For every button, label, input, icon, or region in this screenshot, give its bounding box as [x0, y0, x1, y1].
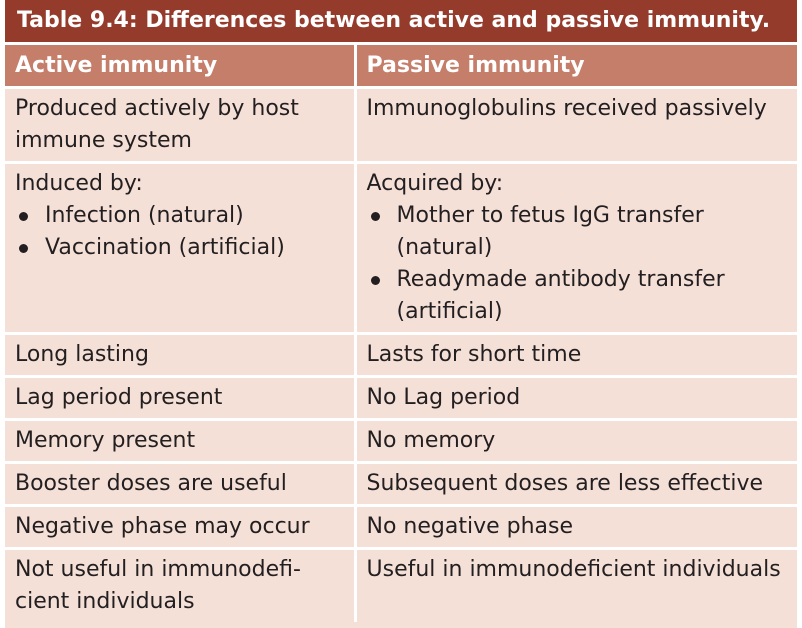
bullet-icon	[19, 244, 28, 253]
header-row: Active immunity Passive immunity	[5, 42, 797, 88]
bullet-icon	[370, 212, 380, 221]
cell-active: Not useful in immunodefi­cient individua…	[5, 547, 357, 622]
header-active-immunity: Active immunity	[5, 42, 357, 88]
list-item-text: Infection (natural)	[45, 203, 244, 228]
table-row: Not useful in immunodefi­cient individua…	[5, 547, 797, 622]
cell-passive: No negative phase	[355, 504, 797, 549]
cell-passive: No Lag period	[355, 375, 797, 420]
cell-passive: Useful in immunodeficient individuals	[355, 547, 797, 622]
table-row: Negative phase may occur No negative pha…	[5, 504, 797, 549]
cell-passive: Subsequent doses are less effective	[355, 461, 797, 506]
caption-text: Differences between active and passive i…	[137, 8, 771, 33]
cell-lead-text: Induced by:	[15, 171, 143, 196]
table-row: Induced by: Infection (natural) Vaccinat…	[5, 161, 797, 334]
header-passive-immunity: Passive immunity	[355, 42, 797, 88]
bullet-icon	[19, 212, 28, 221]
cell-active: Lag period present	[5, 375, 357, 420]
list-item: Mother to fetus IgG transfer (natural)	[367, 200, 788, 264]
list-item: Vaccination (artificial)	[15, 232, 344, 264]
cell-active: Induced by: Infection (natural) Vaccinat…	[5, 161, 357, 334]
cell-lead-text: Acquired by:	[366, 171, 504, 196]
cell-passive: No memory	[355, 418, 797, 463]
bullet-list: Mother to fetus IgG transfer (natural) R…	[367, 200, 788, 328]
caption-label: Table 9.4:	[17, 8, 138, 33]
list-item-text: Readymade antibody transfer (artificial)	[396, 267, 725, 324]
table-row: Lag period present No Lag period	[5, 375, 797, 420]
cell-active: Negative phase may occur	[5, 504, 357, 549]
cell-passive: Lasts for short time	[355, 332, 797, 377]
table-row: Memory present No memory	[5, 418, 797, 463]
table-row: Long lasting Lasts for short time	[5, 332, 797, 377]
cell-active: Booster doses are useful	[5, 461, 357, 506]
cell-active: Long lasting	[5, 332, 357, 377]
list-item: Infection (natural)	[15, 200, 344, 232]
bullet-icon	[370, 276, 380, 285]
table-row: Booster doses are useful Subsequent dose…	[5, 461, 797, 506]
list-item: Readymade antibody transfer (artificial)	[367, 264, 788, 328]
immunity-table: Active immunity Passive immunity Produce…	[5, 42, 797, 622]
cell-active: Produced actively by host immune system	[5, 86, 357, 163]
comparison-table: Table 9.4: Differences between active an…	[5, 0, 797, 628]
cell-passive: Immunoglobulins received passively	[355, 86, 797, 163]
list-item-text: Vaccination (artificial)	[45, 235, 285, 260]
table-caption: Table 9.4: Differences between active an…	[5, 0, 797, 42]
cell-passive: Acquired by: Mother to fetus IgG transfe…	[355, 161, 797, 334]
cell-active: Memory present	[5, 418, 357, 463]
bullet-list: Infection (natural) Vaccination (artific…	[15, 200, 344, 264]
list-item-text: Mother to fetus IgG transfer (natural)	[396, 203, 704, 260]
table-row: Produced actively by host immune system …	[5, 86, 797, 163]
